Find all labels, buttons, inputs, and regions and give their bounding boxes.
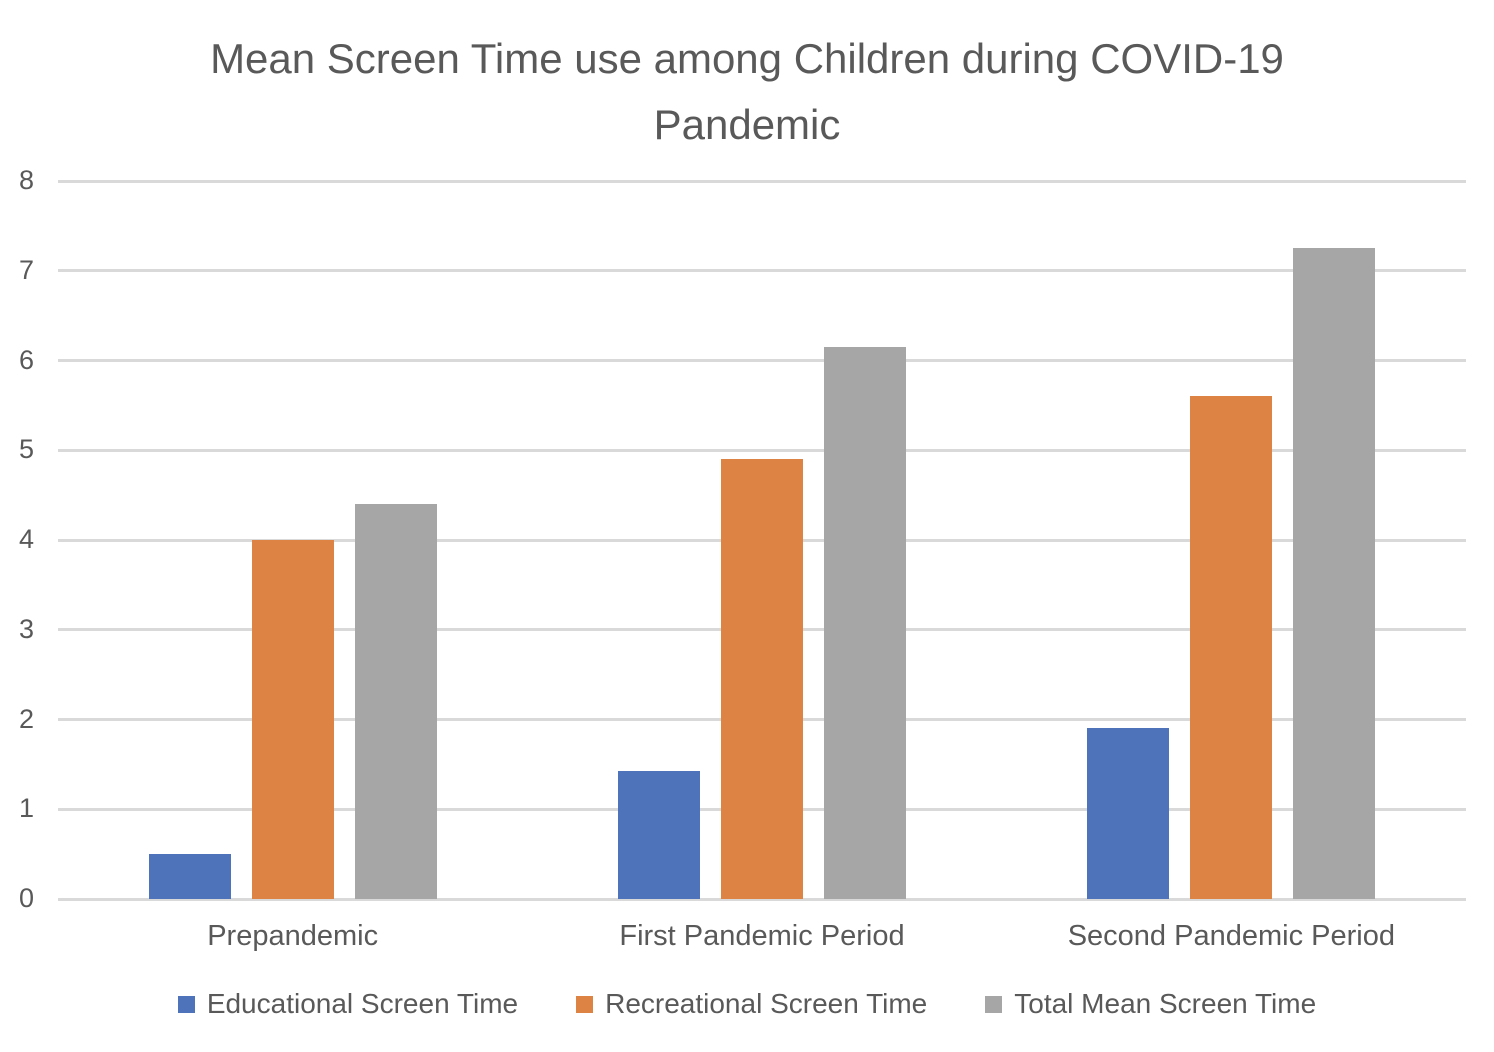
bar: [354, 504, 437, 899]
legend-marker: [576, 995, 594, 1013]
gridline: [58, 897, 1466, 901]
y-axis-tick-label: 2: [18, 703, 34, 734]
legend-marker: [985, 995, 1003, 1013]
x-axis-category-label: First Pandemic Period: [619, 920, 905, 952]
y-axis-tick-label: 8: [18, 164, 34, 195]
y-axis-tick-label: 4: [18, 523, 34, 554]
legend: Educational Screen Time Recreational Scre…: [0, 988, 1494, 1020]
y-axis-tick-label: 3: [18, 613, 34, 644]
gridline: [58, 269, 1466, 273]
bar: [148, 854, 231, 899]
x-axis-category-label: Prepandemic: [207, 920, 379, 952]
bar: [618, 770, 700, 899]
y-axis-tick-label: 5: [18, 434, 34, 465]
bar: [824, 347, 906, 899]
legend-item: Total Mean Screen Time: [985, 988, 1316, 1020]
y-axis-tick-label: 6: [18, 344, 34, 375]
legend-item: Recreational Screen Time: [576, 988, 927, 1020]
bar: [251, 540, 334, 899]
gridline: [58, 179, 1466, 183]
legend-label: Educational Screen Time: [206, 988, 519, 1019]
y-axis: 0 1 2 3 4 5 6 7 8: [0, 165, 40, 913]
bar: [721, 459, 803, 899]
legend-item: Educational Screen Time: [177, 988, 519, 1020]
y-axis-tick-label: 0: [18, 882, 34, 913]
chart-title: Mean Screen Time use among Children duri…: [210, 35, 1284, 148]
gridline: [58, 448, 1466, 452]
x-axis: Prepandemic First Pandemic Period Second P…: [58, 920, 1466, 960]
x-axis-category-label: Second Pandemic Period: [1067, 920, 1395, 952]
legend-marker: [177, 995, 195, 1013]
gridline: [58, 359, 1466, 362]
y-axis-tick-label: 7: [18, 254, 34, 285]
y-axis-tick-label: 1: [18, 793, 34, 824]
bar: [1293, 248, 1376, 899]
legend-label: Total Mean Screen Time: [1014, 988, 1317, 1019]
plot-area: [58, 179, 1466, 901]
legend-label: Recreational Screen Time: [605, 988, 928, 1019]
bar: [1190, 396, 1273, 899]
bar: [1087, 728, 1170, 899]
